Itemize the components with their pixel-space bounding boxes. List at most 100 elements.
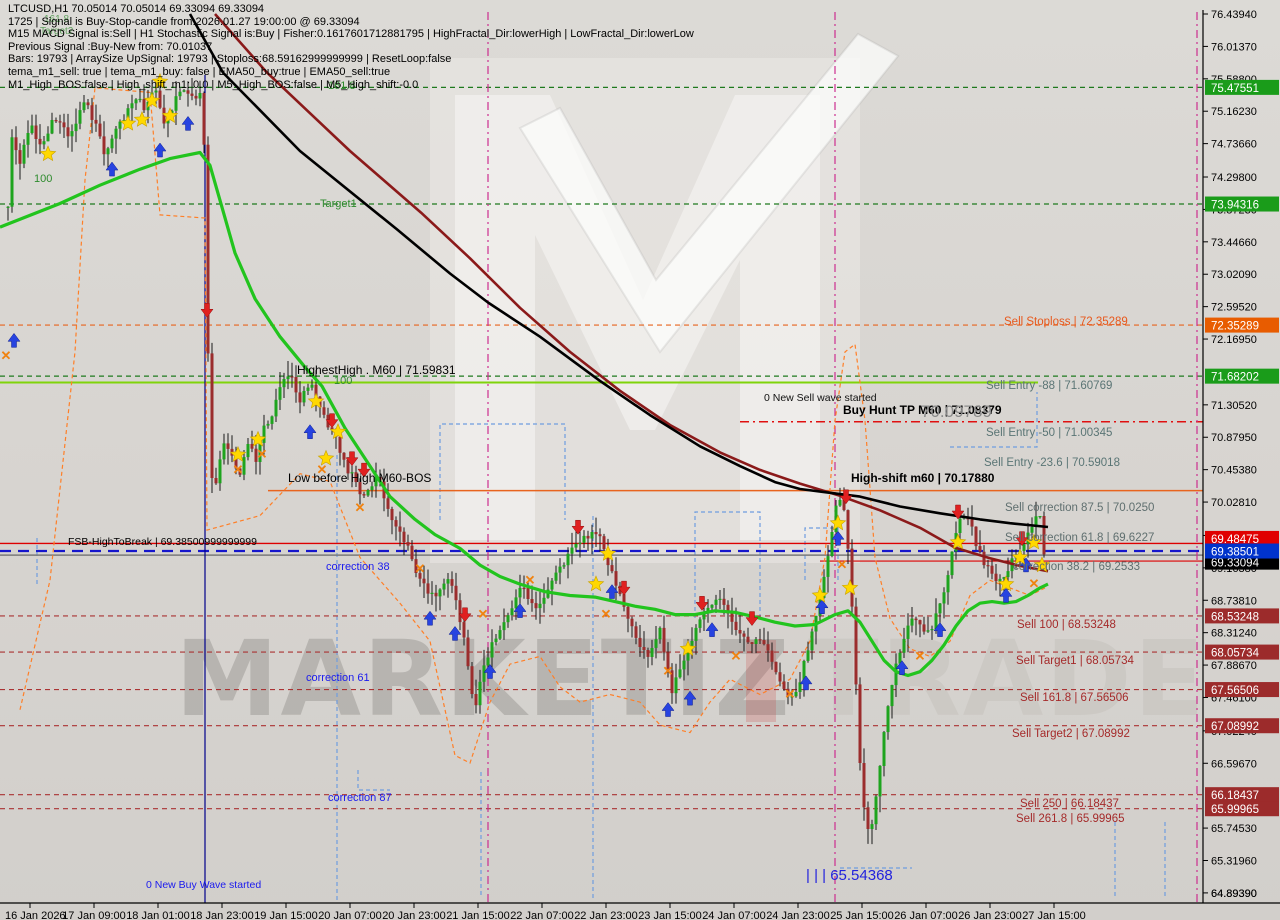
candle-body bbox=[414, 559, 418, 573]
price-badge-label: 69.38501 bbox=[1211, 547, 1259, 559]
chart-annotation[interactable]: Sell Target2 | 67.08992 bbox=[1012, 728, 1130, 740]
time-tick-label: 21 Jan 15:00 bbox=[446, 910, 510, 920]
chart-annotation[interactable]: Sell Target1 | 68.05734 bbox=[1016, 655, 1134, 667]
candle-body bbox=[162, 107, 166, 124]
time-tick-label: 27 Jan 15:00 bbox=[1022, 910, 1086, 920]
candle-body bbox=[58, 121, 62, 123]
time-tick-label: 20 Jan 23:00 bbox=[382, 910, 446, 920]
time-tick-label: 25 Jan 15:00 bbox=[830, 910, 894, 920]
candle-body bbox=[758, 639, 762, 641]
price-badge-label: 72.35289 bbox=[1211, 321, 1259, 333]
candle-body bbox=[18, 150, 22, 164]
price-badge-label: 69.33094 bbox=[1211, 558, 1260, 570]
candle-body bbox=[242, 457, 246, 475]
candle-body bbox=[866, 807, 870, 829]
candle-body bbox=[22, 144, 26, 164]
buy-arrow-icon bbox=[705, 622, 719, 637]
chart-annotation[interactable]: 70.09789 bbox=[921, 402, 992, 421]
chart-annotation[interactable]: Sell Entry -50 | 71.00345 bbox=[986, 427, 1112, 439]
star-marker bbox=[679, 640, 697, 656]
candle-body bbox=[930, 629, 934, 631]
candle-body bbox=[766, 644, 770, 651]
chart-annotation[interactable]: correction 38 bbox=[326, 561, 390, 573]
chart-annotation[interactable]: Sell Entry -23.6 | 70.59018 bbox=[984, 457, 1120, 469]
candle-body bbox=[182, 90, 186, 92]
candle-body bbox=[682, 660, 686, 670]
candle-body bbox=[918, 620, 922, 625]
candle-body bbox=[34, 125, 38, 139]
candle-body bbox=[430, 592, 434, 594]
chart-annotation[interactable]: Sell 261.8 | 65.99965 bbox=[1016, 813, 1125, 825]
buy-arrow-icon bbox=[933, 622, 947, 637]
candle-body bbox=[398, 526, 402, 532]
chart-annotation[interactable]: Low before High M60-BOS bbox=[288, 471, 431, 485]
price-tick-label: 64.89390 bbox=[1211, 888, 1257, 900]
time-tick-label: 26 Jan 23:00 bbox=[958, 910, 1022, 920]
chart-annotation[interactable]: correction 87 bbox=[328, 792, 392, 804]
candle-body bbox=[274, 399, 278, 417]
candle-body bbox=[86, 102, 90, 106]
candle-body bbox=[538, 603, 542, 609]
candle-body bbox=[206, 144, 210, 354]
chart-annotation[interactable]: Sell Entry -88 | 71.60769 bbox=[986, 380, 1112, 392]
chart-annotation[interactable]: correction 38.2 | 69.2533 bbox=[1013, 561, 1140, 573]
price-levels bbox=[0, 86, 1203, 810]
chart-annotation[interactable]: Target1 bbox=[320, 198, 357, 210]
star-marker bbox=[1025, 533, 1043, 550]
chart-annotation[interactable]: Sell correction 87.5 | 70.0250 bbox=[1005, 502, 1154, 514]
candle-body bbox=[346, 459, 350, 474]
price-tick-label: 64.89390 bbox=[1211, 888, 1257, 900]
candle-body bbox=[62, 122, 66, 128]
chart-annotation[interactable]: Sell 161.8 | 67.56506 bbox=[1020, 692, 1129, 704]
chart-annotation[interactable]: | | | 65.54368 bbox=[806, 867, 893, 884]
chart-annotation[interactable]: Sell correction 61.8 | 69.6227 bbox=[1005, 532, 1154, 544]
candle-body bbox=[1026, 532, 1030, 545]
candle-body bbox=[350, 472, 354, 474]
chart-annotation[interactable]: Sell Stoploss | 72.35289 bbox=[1004, 316, 1128, 328]
candle-body bbox=[658, 627, 662, 640]
price-axis[interactable]: 76.4394076.0137075.5880075.1623074.73660… bbox=[0, 9, 1280, 904]
candle-body bbox=[566, 553, 570, 566]
chart-annotation[interactable]: High-shift m60 | 70.17880 bbox=[851, 471, 995, 485]
star-marker bbox=[133, 111, 151, 127]
candle-body bbox=[210, 353, 214, 478]
watermark-brand-bold: MARKETIZ bbox=[175, 618, 792, 740]
candle-body bbox=[422, 578, 426, 584]
buy-arrow-icon bbox=[105, 161, 119, 177]
chart-annotation[interactable]: Target2 bbox=[40, 26, 74, 37]
sell-arrow-icon bbox=[617, 580, 631, 596]
chart-annotation[interactable]: correction 61 bbox=[306, 672, 370, 684]
sell-arrow-icon bbox=[325, 413, 339, 429]
candle-body bbox=[6, 206, 10, 208]
candle-body bbox=[946, 575, 950, 593]
trailing-stop-line bbox=[19, 87, 1046, 764]
chart-annotation[interactable]: Sell 100 | 68.53248 bbox=[1017, 619, 1116, 631]
candle-body bbox=[178, 91, 182, 97]
candle-body bbox=[10, 137, 14, 207]
candle-body bbox=[910, 618, 914, 626]
chart-annotation[interactable]: 161.8 bbox=[44, 14, 69, 25]
price-badge-label: 67.56506 bbox=[1211, 685, 1259, 697]
chart-annotation[interactable]: HighestHigh . M60 | 71.59831 bbox=[297, 363, 456, 377]
chart-annotation[interactable]: 161.8 bbox=[328, 80, 356, 92]
candle-body bbox=[558, 566, 562, 573]
price-tick-label: 65.31960 bbox=[1211, 855, 1257, 867]
candle-body bbox=[154, 90, 158, 93]
candle-body bbox=[30, 125, 34, 134]
chart-annotation[interactable]: 100 bbox=[334, 375, 352, 387]
annotations: Sell Stoploss | 72.35289 Sell Entry -88 |… bbox=[34, 14, 1154, 891]
candle-body bbox=[670, 670, 674, 694]
star-marker bbox=[249, 430, 267, 447]
chart-annotation[interactable]: Buy Hunt TP M60 | 71.08379 bbox=[843, 403, 1002, 417]
chart-annotation[interactable]: 0 New Sell wave started bbox=[764, 392, 877, 404]
chart-annotation[interactable]: FSB-HighToBreak | 69.38500999999999 bbox=[68, 536, 257, 548]
chart-annotation[interactable]: 100 bbox=[34, 173, 52, 185]
chart-annotation[interactable]: Sell 250 | 66.18437 bbox=[1020, 798, 1119, 810]
candle-body bbox=[746, 636, 750, 643]
chart-annotation[interactable]: 0 New Buy Wave started bbox=[146, 879, 261, 891]
candle-body bbox=[38, 138, 42, 145]
info-line-symbol: LTCUSD,H1 70.05014 70.05014 69.33094 69.… bbox=[8, 3, 265, 15]
candle-body bbox=[278, 387, 282, 400]
